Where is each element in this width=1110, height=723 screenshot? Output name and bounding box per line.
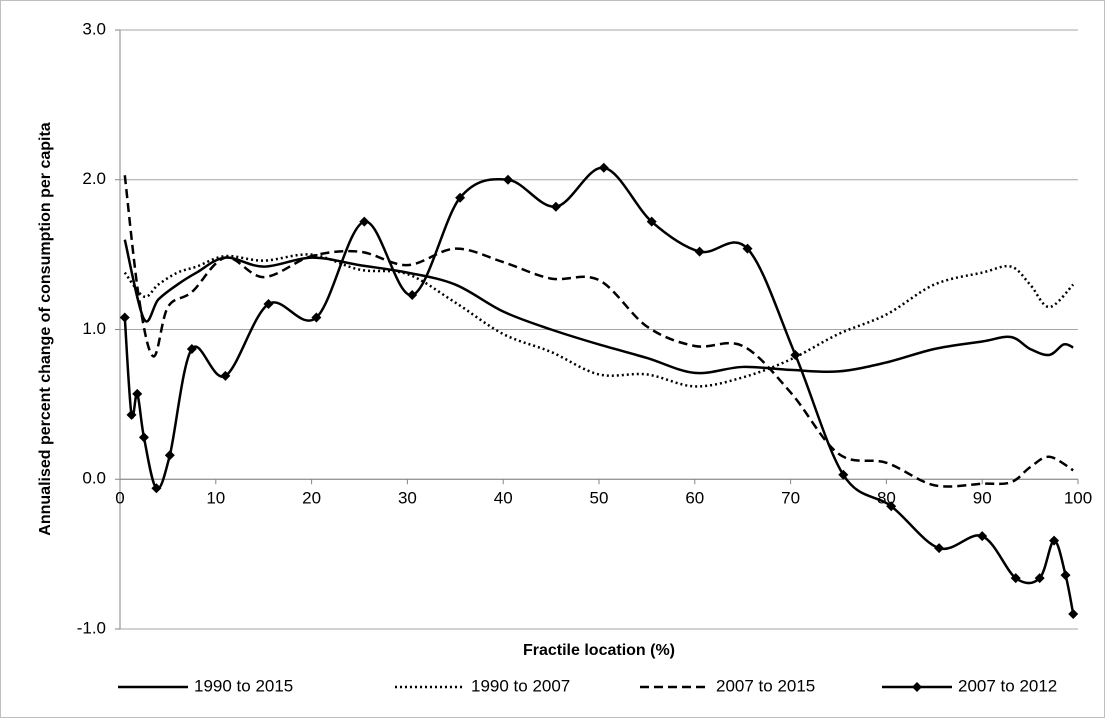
- data-point: [502, 174, 513, 185]
- series-line: [123, 253, 1075, 388]
- data-point: [742, 243, 753, 254]
- data-point: [263, 299, 274, 310]
- data-point: [977, 531, 988, 542]
- data-point: [132, 388, 143, 399]
- data-point: [790, 349, 801, 360]
- y-tick-label: 3.0: [82, 19, 106, 38]
- legend-label: 1990 to 2007: [471, 676, 570, 695]
- data-point: [838, 469, 849, 480]
- data-point: [164, 450, 175, 461]
- legend-label: 2007 to 2015: [716, 676, 815, 695]
- x-tick-label: 40: [494, 489, 513, 508]
- data-point: [694, 246, 705, 257]
- x-tick-label: 30: [398, 489, 417, 508]
- x-tick-label: 50: [590, 489, 609, 508]
- y-tick-label: 2.0: [82, 169, 106, 188]
- data-point: [646, 216, 657, 227]
- data-point: [550, 201, 561, 212]
- data-point: [1068, 609, 1079, 620]
- legend-label: 1990 to 2015: [194, 676, 293, 695]
- x-axis-title: Fractile location (%): [523, 642, 675, 659]
- x-tick-label: 10: [206, 489, 225, 508]
- data-point: [119, 312, 130, 323]
- data-point: [886, 501, 897, 512]
- x-tick-label: 100: [1064, 489, 1092, 508]
- series-line: [123, 239, 1074, 375]
- data-point: [1010, 573, 1021, 584]
- x-tick-label: 0: [115, 489, 124, 508]
- data-point: [151, 483, 162, 494]
- data-point: [138, 432, 149, 443]
- data-point: [455, 192, 466, 203]
- data-point: [598, 162, 609, 173]
- legend-marker: [912, 682, 922, 692]
- x-tick-label: 60: [685, 489, 704, 508]
- x-tick-label: 70: [781, 489, 800, 508]
- data-point: [311, 312, 322, 323]
- data-point: [1060, 570, 1071, 581]
- legend-label: 2007 to 2012: [958, 676, 1057, 695]
- data-point: [126, 409, 137, 420]
- data-point: [1049, 535, 1060, 546]
- x-tick-label: 20: [302, 489, 321, 508]
- data-point: [1034, 573, 1045, 584]
- data-point: [220, 370, 231, 381]
- series-line: [123, 175, 1074, 488]
- y-tick-label: 1.0: [82, 319, 106, 338]
- y-axis-title: Annualised percent change of consumption…: [37, 122, 54, 536]
- data-point: [186, 343, 197, 354]
- y-tick-label: 0.0: [82, 469, 106, 488]
- y-tick-label: -1.0: [77, 618, 106, 637]
- data-point: [359, 216, 370, 227]
- data-point: [407, 290, 418, 301]
- x-tick-label: 90: [973, 489, 992, 508]
- data-point: [934, 543, 945, 554]
